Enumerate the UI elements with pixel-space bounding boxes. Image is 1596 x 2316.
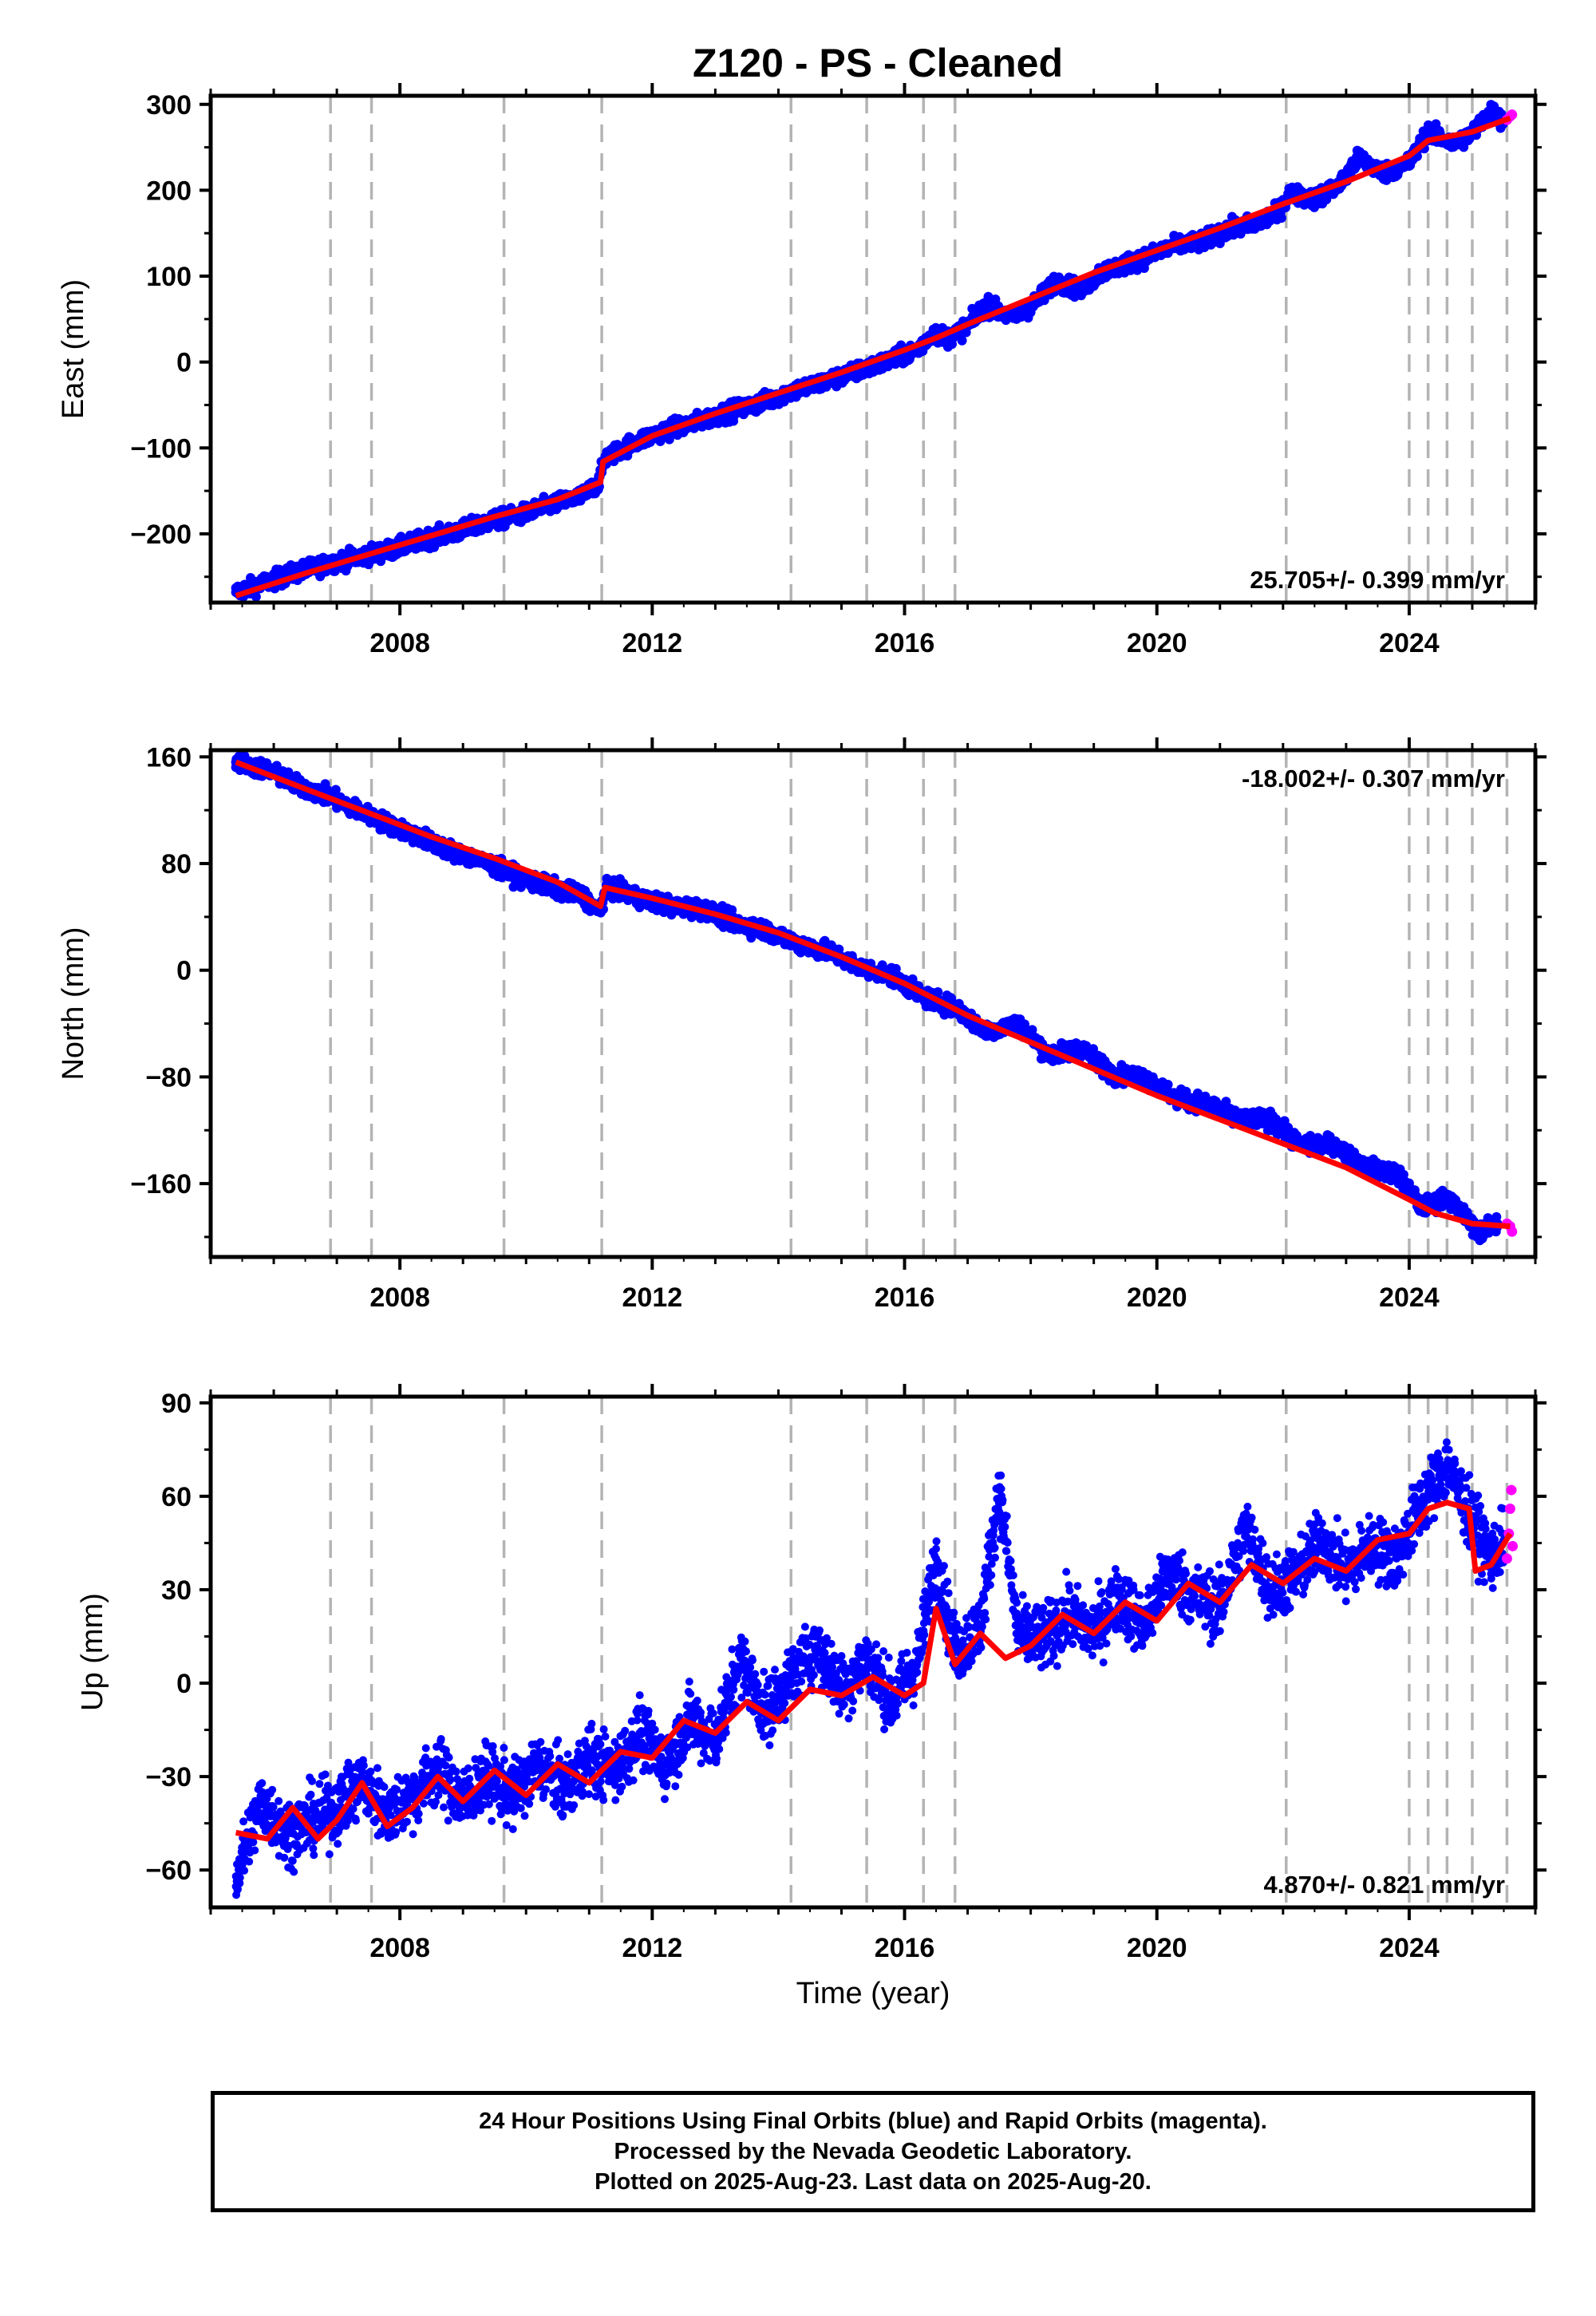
y-tick-label: 200 [146, 176, 192, 206]
final-orbit-anchor [1006, 312, 1017, 322]
panel-east: −200 −100 0 100 200 300 2008 2012 2016 2020 2024 Ea… [57, 83, 1547, 658]
x-tick-label: 2024 [1379, 628, 1440, 658]
final-orbit-anchor [928, 328, 938, 338]
y-tick-label: 100 [146, 262, 192, 292]
final-orbit-point [1459, 142, 1469, 152]
final-orbit-point [251, 591, 261, 602]
y-axis-label: East (mm) [57, 279, 90, 419]
final-orbit-anchor [1404, 157, 1414, 168]
plot-area [231, 750, 1518, 1257]
final-orbit-anchor [1423, 127, 1433, 137]
y-tick-label: −200 [130, 520, 192, 550]
final-orbit-anchor [1196, 236, 1207, 247]
final-orbit-points [231, 100, 1509, 602]
y-tick-label: −100 [130, 433, 192, 464]
final-orbit-anchor [1025, 302, 1036, 312]
final-orbit-point [933, 987, 943, 997]
plot-frame [208, 93, 1538, 605]
final-orbit-point [330, 785, 341, 795]
x-tick-label: 2020 [1127, 628, 1187, 658]
final-orbit-anchor [1271, 209, 1282, 219]
final-orbit-anchor [1076, 285, 1086, 295]
panels: −200 −100 0 100 200 300 2008 2012 2016 2020 2024 Ea… [57, 83, 1547, 1963]
plot-area [231, 96, 1518, 603]
final-orbit-anchor [1448, 139, 1459, 149]
final-orbit-anchor [1353, 152, 1364, 163]
final-orbit-point [1039, 295, 1049, 306]
final-orbit-anchor [1284, 188, 1294, 199]
model-fit-line [235, 115, 1511, 599]
velocity-label: 25.705+/- 0.399 mm/yr [1250, 566, 1505, 594]
final-orbit-anchor [1246, 219, 1257, 230]
x-tick-label: 2012 [622, 628, 683, 658]
x-tick-label: 2016 [875, 628, 935, 658]
final-orbit-anchor [982, 300, 992, 310]
final-orbit-point [1163, 1080, 1173, 1089]
figure-title: Z120 - PS - Cleaned [693, 41, 1063, 85]
y-tick-label: 0 [176, 348, 192, 378]
final-orbit-point [957, 335, 967, 346]
final-orbit-anchor [1379, 168, 1389, 178]
final-orbit-anchor [578, 491, 588, 501]
final-orbit-anchor [1486, 106, 1496, 117]
x-tick-label: 2008 [369, 628, 430, 658]
final-orbit-anchor [1051, 276, 1061, 287]
y-tick-label: 300 [146, 90, 192, 121]
